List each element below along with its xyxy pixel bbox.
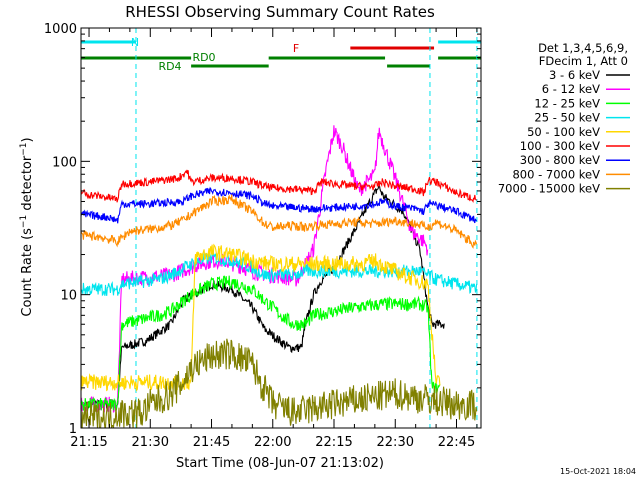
y-axis-label-part-a: Count Rate (s	[20, 228, 35, 317]
x-tick-label-2130: 21:30	[132, 435, 169, 450]
legend-label-7: 800 - 7000 keV	[512, 167, 600, 181]
plot-frame	[80, 27, 482, 429]
x-tick-label-2115: 21:15	[70, 435, 107, 450]
series-line-2	[80, 275, 441, 412]
legend-label-6: 300 - 800 keV	[520, 153, 600, 167]
flag-label-rd4: RD4	[158, 60, 181, 73]
series-line-7	[80, 194, 478, 249]
y-tick-label-1000: 1000	[44, 22, 77, 37]
x-tick-label-2200: 22:00	[254, 435, 291, 450]
y-tick-label-10: 10	[60, 289, 77, 304]
x-axis-label: Start Time (08-Jun-07 21:13:02)	[176, 456, 384, 471]
flag-label-n: N	[131, 36, 139, 49]
x-tick-label-2215: 22:15	[315, 435, 352, 450]
flag-label-rd0: RD0	[192, 51, 215, 64]
y-axis-label-part-b: detector	[20, 155, 35, 215]
footer-timestamp: 15-Oct-2021 18:04	[560, 467, 636, 476]
series-line-5	[80, 169, 477, 203]
y-axis-label-part-c: )	[20, 137, 35, 142]
legend-header-line-1: Det 1,3,4,5,6,9,	[538, 41, 628, 55]
series-line-3	[80, 251, 478, 297]
flag-label-f: F	[293, 42, 299, 55]
legend-header-line-2: FDecim 1, Att 0	[539, 54, 628, 68]
series-lines	[80, 125, 478, 429]
axes: 1 10 100 1000 21:15 21:30 21:45 22:00 22:15 22:30…	[44, 22, 482, 450]
y-tick-label-100: 100	[52, 155, 77, 170]
y-tick-label-1: 1	[69, 422, 77, 437]
x-tick-label-2145: 21:45	[193, 435, 230, 450]
series-line-8	[80, 338, 478, 429]
legend-label-8: 7000 - 15000 keV	[498, 182, 600, 196]
legend-label-2: 12 - 25 keV	[534, 96, 600, 110]
legend: Det 1,3,4,5,6,9, FDecim 1, Att 0 3 - 6 k…	[498, 41, 630, 196]
legend-label-1: 6 - 12 keV	[542, 82, 600, 96]
y-axis-label: Count Rate (s−1 detector−1)	[19, 137, 35, 316]
chart-title: RHESSI Observing Summary Count Rates	[125, 3, 435, 21]
legend-label-4: 50 - 100 keV	[527, 125, 600, 139]
x-tick-label-2230: 22:30	[377, 435, 414, 450]
legend-label-0: 3 - 6 keV	[549, 68, 600, 82]
x-tick-label-2245: 22:45	[438, 435, 475, 450]
series-line-4	[80, 243, 441, 392]
legend-label-5: 100 - 300 keV	[520, 139, 600, 153]
series-line-0	[80, 184, 445, 410]
flag-bars: N F RD0 RD4	[81, 36, 481, 73]
y-axis-label-sup-1: −1	[19, 215, 29, 228]
y-axis-label-sup-2: −1	[19, 142, 29, 155]
legend-label-3: 25 - 50 keV	[534, 111, 600, 125]
series-line-6	[80, 186, 478, 224]
vertical-markers	[135, 28, 478, 428]
